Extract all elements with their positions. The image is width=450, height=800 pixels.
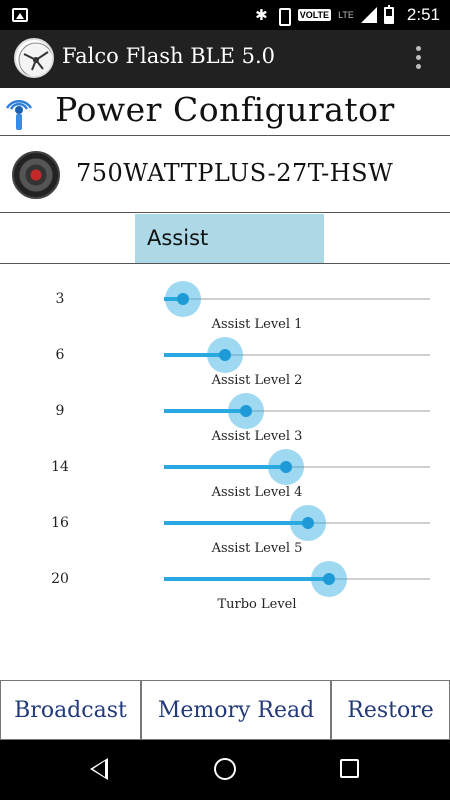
slider-group-turbo-level: 20 Turbo Level [0, 561, 450, 627]
slider-fill [164, 577, 329, 581]
status-icons: ✱ VOLTE LTE 2:51 [255, 0, 440, 30]
slider-track[interactable] [164, 281, 430, 317]
slider-value: 16 [51, 515, 69, 531]
slider-fill [164, 465, 286, 469]
slider-fill [164, 353, 225, 357]
navigation-bar [0, 740, 450, 800]
slider-group-assist-level-5: 16 Assist Level 5 [0, 505, 450, 571]
slider-value: 6 [55, 347, 65, 363]
home-icon[interactable] [214, 758, 236, 780]
signal-icon [360, 7, 377, 23]
slider-track[interactable] [164, 505, 430, 541]
slider-thumb[interactable] [302, 517, 314, 529]
bluetooth-connect-icon[interactable] [2, 92, 36, 132]
slider-value: 9 [55, 403, 65, 419]
battery-icon [383, 4, 394, 24]
tab-assist[interactable]: Assist [135, 214, 324, 263]
bluetooth-icon: ✱ [255, 6, 268, 24]
slider-label: Assist Level 5 [211, 541, 303, 556]
slider-thumb[interactable] [219, 349, 231, 361]
slider-value: 3 [55, 291, 65, 307]
slider-value: 14 [51, 459, 69, 475]
overflow-menu-icon[interactable] [416, 46, 422, 72]
slider-thumb[interactable] [280, 461, 292, 473]
volte-badge: VOLTE [297, 9, 332, 21]
slider-fill [164, 409, 246, 413]
slider-label: Assist Level 2 [211, 373, 303, 388]
slider-group-assist-level-3: 9 Assist Level 3 [0, 393, 450, 459]
vibrate-icon [275, 7, 291, 26]
slider-track[interactable] [164, 449, 430, 485]
slider-group-assist-level-1: 3 Assist Level 1 [0, 281, 450, 347]
app-bar: Falco Flash BLE 5.0 [0, 30, 450, 88]
slider-label: Assist Level 3 [211, 429, 303, 444]
app-logo-icon [14, 38, 54, 78]
slider-label: Assist Level 1 [211, 317, 303, 332]
back-icon[interactable] [90, 758, 108, 780]
slider-thumb[interactable] [323, 573, 335, 585]
page-header: Power Configurator [0, 88, 450, 136]
status-time: 2:51 [406, 5, 440, 24]
status-bar: ✱ VOLTE LTE 2:51 [0, 0, 450, 30]
image-icon [12, 8, 28, 22]
page-title: Power Configurator [55, 90, 395, 129]
motor-icon [12, 151, 60, 199]
motor-name: 750WATTPLUS-27T-HSW [76, 159, 394, 187]
recents-icon[interactable] [340, 759, 359, 778]
button-bar: Broadcast Memory Read Restore [0, 680, 450, 740]
lte-indicator: LTE [338, 9, 354, 20]
slider-thumb[interactable] [177, 293, 189, 305]
tab-assist-label: Assist [147, 226, 209, 250]
slider-label: Turbo Level [217, 597, 297, 612]
slider-track[interactable] [164, 561, 430, 597]
slider-group-assist-level-2: 6 Assist Level 2 [0, 337, 450, 403]
motor-row[interactable]: 750WATTPLUS-27T-HSW [0, 137, 450, 213]
slider-thumb[interactable] [240, 405, 252, 417]
slider-value: 20 [51, 571, 69, 587]
slider-group-assist-level-4: 14 Assist Level 4 [0, 449, 450, 515]
tab-row: Assist [0, 214, 450, 264]
slider-label: Assist Level 4 [211, 485, 303, 500]
slider-track[interactable] [164, 393, 430, 429]
slider-track[interactable] [164, 337, 430, 373]
restore-button[interactable]: Restore [331, 680, 450, 740]
slider-fill [164, 521, 308, 525]
memory-read-button[interactable]: Memory Read [141, 680, 331, 740]
broadcast-button[interactable]: Broadcast [0, 680, 141, 740]
slider-fill [164, 297, 183, 301]
app-title: Falco Flash BLE 5.0 [62, 44, 276, 68]
